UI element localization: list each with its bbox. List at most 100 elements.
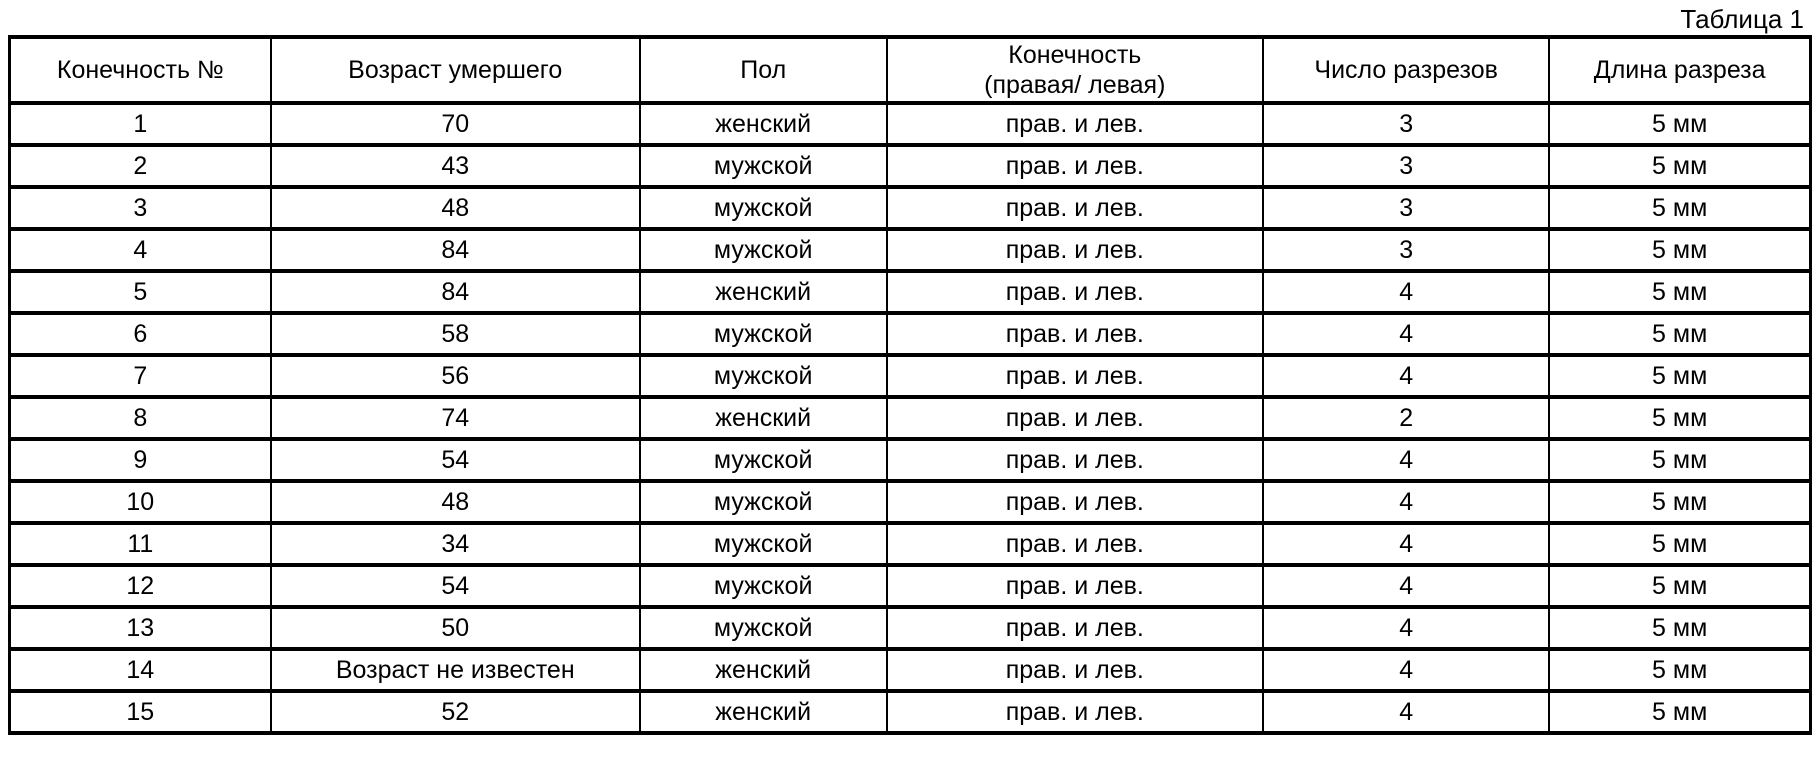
cell-age: 54 — [269, 563, 641, 609]
cell-limb-number: 4 — [8, 227, 272, 273]
cell-cut-length: 5 мм — [1548, 521, 1812, 567]
cell-limb-side: прав. и лев. — [885, 227, 1264, 273]
cell-limb-number: 7 — [8, 353, 272, 399]
table-body: 1 70 женский прав. и лев. 3 5 мм 2 43 мужской пра… — [8, 101, 1812, 735]
cell-cut-length: 5 мм — [1548, 563, 1812, 609]
cell-cut-length: 5 мм — [1548, 227, 1812, 273]
cell-cut-count: 4 — [1261, 353, 1551, 399]
cell-sex: мужской — [638, 605, 888, 651]
cell-cut-count: 4 — [1261, 269, 1551, 315]
cell-cut-length: 5 мм — [1548, 605, 1812, 651]
cell-cut-count: 3 — [1261, 185, 1551, 231]
cell-sex: мужской — [638, 311, 888, 357]
table-row: 11 34 мужской прав. и лев. 4 5 мм — [8, 521, 1812, 567]
cell-age: 54 — [269, 437, 641, 483]
cell-age: Возраст не известен — [269, 647, 641, 693]
cell-sex: мужской — [638, 185, 888, 231]
cell-cut-count: 4 — [1261, 521, 1551, 567]
cell-cut-count: 2 — [1261, 395, 1551, 441]
cell-sex: мужской — [638, 437, 888, 483]
cell-limb-side: прав. и лев. — [885, 605, 1264, 651]
cell-cut-count: 4 — [1261, 563, 1551, 609]
cell-age: 43 — [269, 143, 641, 189]
cell-limb-number: 12 — [8, 563, 272, 609]
cell-cut-count: 3 — [1261, 101, 1551, 147]
cell-cut-length: 5 мм — [1548, 689, 1812, 735]
cell-sex: мужской — [638, 479, 888, 525]
header-limb-side: Конечность (правая/ левая) — [885, 35, 1264, 105]
cell-sex: женский — [638, 689, 888, 735]
cell-cut-count: 4 — [1261, 479, 1551, 525]
table-row: 6 58 мужской прав. и лев. 4 5 мм — [8, 311, 1812, 357]
header-age: Возраст умершего — [269, 35, 641, 105]
cell-sex: мужской — [638, 353, 888, 399]
table-row: 9 54 мужской прав. и лев. 4 5 мм — [8, 437, 1812, 483]
cell-cut-count: 4 — [1261, 437, 1551, 483]
cell-cut-length: 5 мм — [1548, 143, 1812, 189]
header-cut-count: Число разрезов — [1261, 35, 1551, 105]
cell-age: 84 — [269, 269, 641, 315]
cell-cut-count: 3 — [1261, 227, 1551, 273]
cell-age: 48 — [269, 185, 641, 231]
cell-limb-number: 11 — [8, 521, 272, 567]
cell-limb-side: прав. и лев. — [885, 479, 1264, 525]
cell-limb-side: прав. и лев. — [885, 689, 1264, 735]
cell-sex: женский — [638, 269, 888, 315]
table-row: 14 Возраст не известен женский прав. и лев.… — [8, 647, 1812, 693]
cell-age: 56 — [269, 353, 641, 399]
table-row: 8 74 женский прав. и лев. 2 5 мм — [8, 395, 1812, 441]
table-row: 4 84 мужской прав. и лев. 3 5 мм — [8, 227, 1812, 273]
header-cut-length: Длина разреза — [1548, 35, 1812, 105]
cell-cut-length: 5 мм — [1548, 479, 1812, 525]
cell-age: 74 — [269, 395, 641, 441]
cell-sex: женский — [638, 647, 888, 693]
cell-limb-number: 3 — [8, 185, 272, 231]
cell-limb-number: 5 — [8, 269, 272, 315]
cell-age: 48 — [269, 479, 641, 525]
cell-cut-length: 5 мм — [1548, 353, 1812, 399]
cell-sex: женский — [638, 101, 888, 147]
table-row: 1 70 женский прав. и лев. 3 5 мм — [8, 101, 1812, 147]
cell-limb-side: прав. и лев. — [885, 101, 1264, 147]
cell-sex: мужской — [638, 227, 888, 273]
cell-limb-side: прав. и лев. — [885, 185, 1264, 231]
table-row: 12 54 мужской прав. и лев. 4 5 мм — [8, 563, 1812, 609]
cell-limb-side: прав. и лев. — [885, 521, 1264, 567]
table-row: 3 48 мужской прав. и лев. 3 5 мм — [8, 185, 1812, 231]
cell-cut-count: 4 — [1261, 647, 1551, 693]
table-row: 10 48 мужской прав. и лев. 4 5 мм — [8, 479, 1812, 525]
cell-cut-length: 5 мм — [1548, 269, 1812, 315]
header-limb-number: Конечность № — [8, 35, 272, 105]
table-row: 15 52 женский прав. и лев. 4 5 мм — [8, 689, 1812, 735]
cell-limb-side: прав. и лев. — [885, 647, 1264, 693]
cell-limb-number: 8 — [8, 395, 272, 441]
cell-cut-count: 4 — [1261, 605, 1551, 651]
cell-limb-number: 9 — [8, 437, 272, 483]
cell-cut-count: 4 — [1261, 311, 1551, 357]
limbs-table: Конечность № Возраст умершего Пол Конечн… — [8, 35, 1812, 735]
cell-limb-side: прав. и лев. — [885, 143, 1264, 189]
cell-cut-count: 4 — [1261, 689, 1551, 735]
cell-sex: мужской — [638, 521, 888, 567]
table-row: 13 50 мужской прав. и лев. 4 5 мм — [8, 605, 1812, 651]
header-row: Конечность № Возраст умершего Пол Конечн… — [8, 35, 1812, 105]
cell-cut-length: 5 мм — [1548, 437, 1812, 483]
cell-cut-length: 5 мм — [1548, 395, 1812, 441]
table-caption: Таблица 1 — [0, 0, 1818, 35]
cell-sex: женский — [638, 395, 888, 441]
table-row: 7 56 мужской прав. и лев. 4 5 мм — [8, 353, 1812, 399]
table-caption-text: Таблица 1 — [1680, 4, 1804, 34]
cell-limb-number: 10 — [8, 479, 272, 525]
cell-age: 84 — [269, 227, 641, 273]
header-sex: Пол — [638, 35, 888, 105]
cell-limb-number: 2 — [8, 143, 272, 189]
cell-limb-number: 1 — [8, 101, 272, 147]
cell-cut-length: 5 мм — [1548, 647, 1812, 693]
cell-age: 70 — [269, 101, 641, 147]
cell-sex: мужской — [638, 143, 888, 189]
cell-sex: мужской — [638, 563, 888, 609]
cell-cut-length: 5 мм — [1548, 101, 1812, 147]
cell-cut-length: 5 мм — [1548, 185, 1812, 231]
cell-limb-side: прав. и лев. — [885, 437, 1264, 483]
